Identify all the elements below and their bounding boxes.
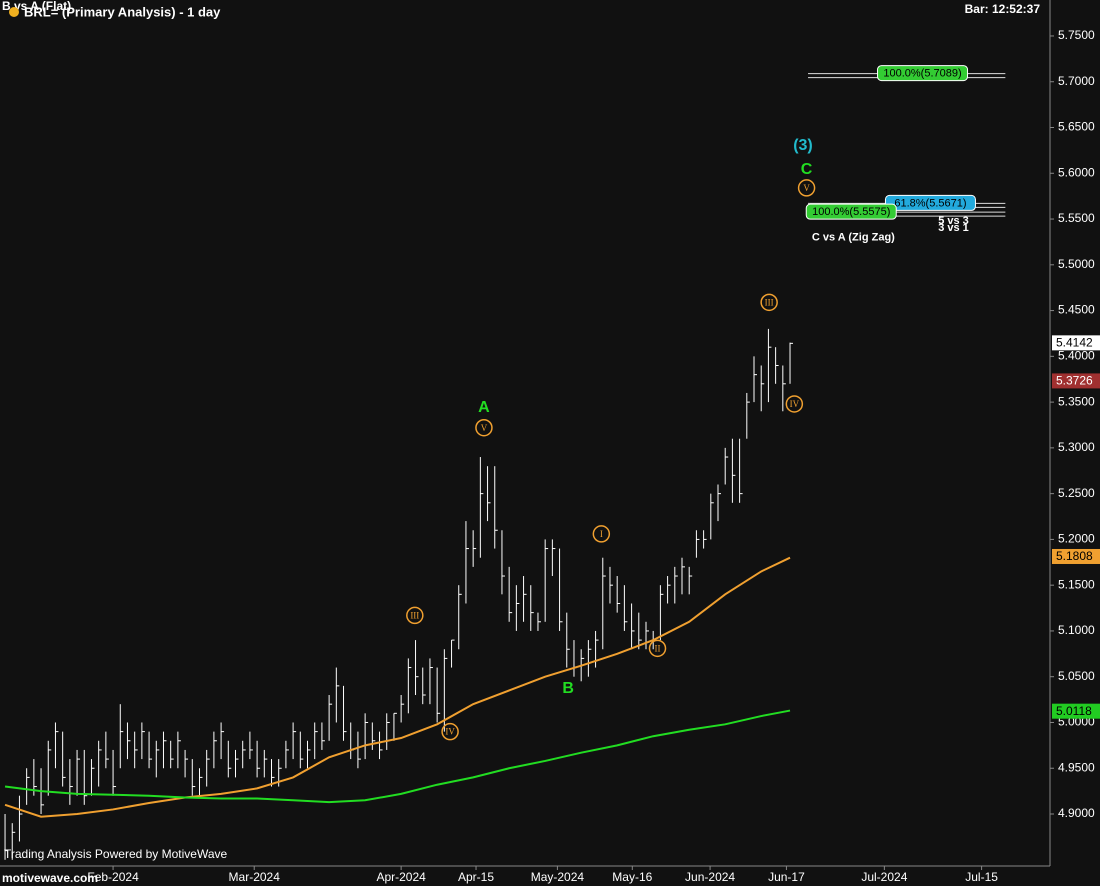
price-tag — [1052, 373, 1100, 389]
y-tick-label: 5.2500 — [1058, 486, 1095, 500]
x-tick-label: Apr-2024 — [376, 870, 426, 884]
y-tick-label: 4.9500 — [1058, 760, 1095, 774]
x-tick-label: Apr-15 — [458, 870, 494, 884]
x-tick-label: May-2024 — [531, 870, 585, 884]
wave-label: III — [410, 610, 419, 620]
y-tick-label: 5.6000 — [1058, 165, 1095, 179]
price-tag-label: 5.0118 — [1056, 704, 1092, 718]
wave-label: II — [655, 643, 661, 653]
y-tick-label: 5.6500 — [1058, 120, 1095, 134]
wave-label: IV — [445, 727, 455, 737]
y-tick-label: 5.2000 — [1058, 532, 1095, 546]
wave-label: (3) — [793, 137, 813, 154]
wave-circle — [592, 525, 611, 543]
y-tick-label: 5.0500 — [1058, 669, 1095, 683]
y-tick-label: 5.7500 — [1058, 28, 1095, 42]
x-tick-label: Mar-2024 — [229, 870, 281, 884]
fib-box — [805, 203, 897, 220]
price-tag — [1052, 335, 1100, 351]
x-tick-label: Jun-17 — [768, 870, 805, 884]
wave-circle — [785, 395, 804, 413]
x-tick-label: Jun-2024 — [685, 870, 735, 884]
wave-label: C — [801, 161, 813, 178]
wave-label: I — [600, 529, 603, 539]
fib-label: 100.0%(5.5575) — [812, 206, 890, 218]
wave-label: IV — [790, 399, 800, 409]
fib-label: 61.8%(5.5671) — [894, 197, 966, 209]
price-tag-label: 5.3726 — [1056, 374, 1093, 388]
bar-time: Bar: 12:52:37 — [965, 2, 1041, 16]
moving-average — [4, 709, 791, 804]
price-tag-label: 5.4142 — [1056, 336, 1093, 350]
price-tag — [1052, 703, 1100, 719]
moving-average — [4, 556, 791, 818]
wave-label: B — [562, 680, 574, 697]
wave-label: A — [478, 399, 490, 416]
fib-box — [884, 194, 976, 211]
wave-label: V — [481, 423, 488, 433]
watermark: motivewave.com — [2, 871, 98, 885]
y-tick-label: 4.9000 — [1058, 806, 1095, 820]
wave-circle — [441, 722, 459, 741]
fib-label: 100.0%(5.7089) — [883, 67, 961, 79]
wave-label: III — [765, 297, 774, 307]
fib-note: 3 vs 1 — [938, 222, 969, 234]
fib-note: 5 vs 3 — [938, 215, 969, 227]
x-tick-label: Jul-15 — [965, 870, 998, 884]
wave-circle — [475, 418, 493, 437]
y-tick-label: 5.5000 — [1058, 257, 1095, 271]
wave-label: V — [803, 183, 810, 193]
chart-title: BRL= (Primary Analysis) - 1 day — [24, 4, 221, 19]
y-tick-label: 5.4500 — [1058, 303, 1095, 317]
price-tag — [1052, 548, 1100, 564]
x-tick-label: May-16 — [612, 870, 652, 884]
wave-circle — [648, 639, 667, 658]
x-tick-label: Jul-2024 — [861, 870, 907, 884]
y-tick-label: 5.1500 — [1058, 577, 1095, 591]
wave-circle — [760, 293, 778, 312]
status-dot — [9, 7, 19, 17]
footer: Trading Analysis Powered by MotiveWave — [4, 847, 228, 861]
wave-circle — [406, 606, 424, 625]
y-tick-label: 5.4000 — [1058, 349, 1095, 363]
wave-circle — [797, 179, 816, 197]
price-tag-label: 5.1808 — [1056, 549, 1093, 563]
y-tick-label: 5.3000 — [1058, 440, 1095, 454]
chart-subtitle: B vs A (Flat) — [2, 0, 71, 13]
x-tick-label: Feb-2024 — [87, 870, 139, 884]
y-tick-label: 5.1000 — [1058, 623, 1095, 637]
y-tick-label: 5.5500 — [1058, 211, 1095, 225]
fib-box — [877, 65, 969, 82]
fib-note: C vs A (Zig Zag) — [812, 231, 895, 243]
y-tick-label: 5.3500 — [1058, 394, 1095, 408]
y-tick-label: 5.7000 — [1058, 74, 1095, 88]
